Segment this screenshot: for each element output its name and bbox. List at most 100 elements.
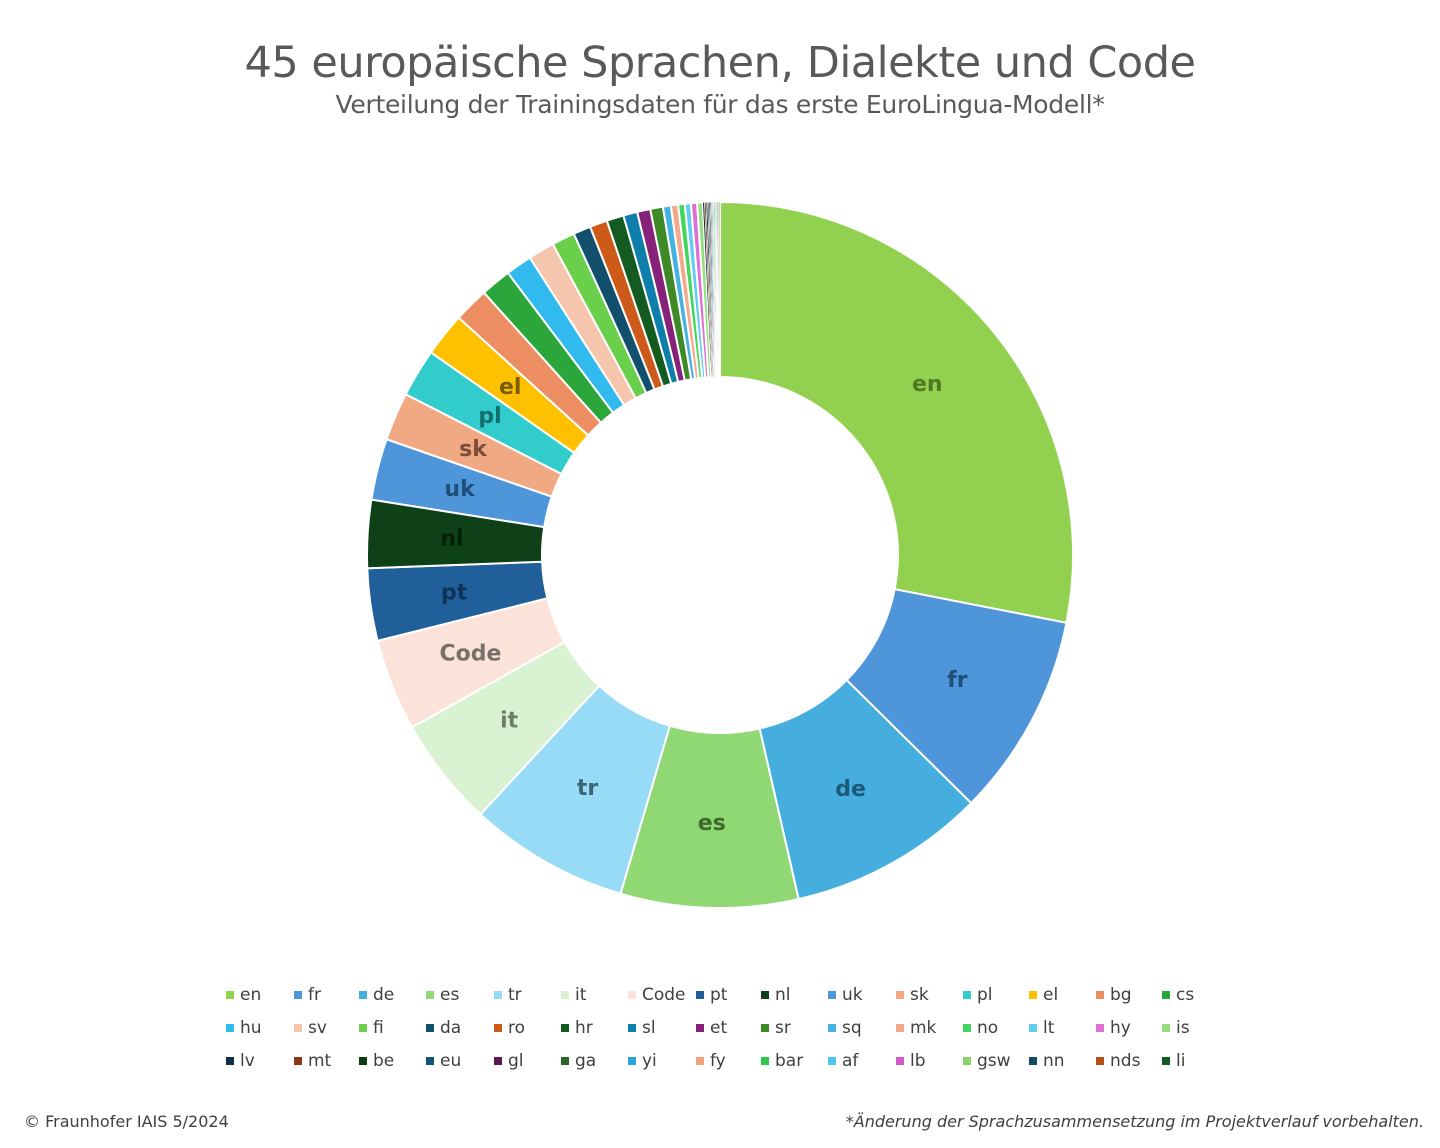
legend-swatch xyxy=(1096,1057,1104,1065)
slice-label-code: Code xyxy=(439,642,501,667)
slice-label-sk: sk xyxy=(459,437,488,462)
slice-label-uk: uk xyxy=(444,477,476,502)
legend-swatch xyxy=(226,1024,234,1032)
legend-item-fy: fy xyxy=(696,1051,726,1071)
legend-label: af xyxy=(842,1051,859,1071)
legend-item-nl: nl xyxy=(761,985,791,1005)
legend-item-uk: uk xyxy=(828,985,863,1005)
legend-swatch xyxy=(359,991,367,999)
slice-label-it: it xyxy=(500,709,519,734)
legend-label: it xyxy=(575,985,587,1005)
legend-item-nn: nn xyxy=(1029,1051,1065,1071)
legend-label: sr xyxy=(775,1018,791,1038)
legend-swatch xyxy=(561,1024,569,1032)
legend-item-eu: eu xyxy=(426,1051,461,1071)
legend-label: lt xyxy=(1043,1018,1055,1038)
legend-swatch xyxy=(828,1057,836,1065)
legend-item-lv: lv xyxy=(226,1051,255,1071)
legend-item-li: li xyxy=(1162,1051,1185,1071)
legend-swatch xyxy=(226,1057,234,1065)
legend-swatch xyxy=(1029,1024,1037,1032)
legend-swatch xyxy=(628,991,636,999)
slice-label-en: en xyxy=(912,372,943,397)
copyright-credit: © Fraunhofer IAIS 5/2024 xyxy=(24,1112,229,1131)
legend-item-mt: mt xyxy=(294,1051,331,1071)
legend-label: lv xyxy=(240,1051,255,1071)
legend-item-nds: nds xyxy=(1096,1051,1140,1071)
legend-label: et xyxy=(710,1018,728,1038)
legend-label: mt xyxy=(308,1051,332,1071)
legend-item-is: is xyxy=(1162,1018,1190,1038)
legend-item-hu: hu xyxy=(226,1018,262,1038)
legend-label: hu xyxy=(240,1018,262,1038)
legend-label: uk xyxy=(842,985,863,1005)
legend-swatch xyxy=(761,1024,769,1032)
legend-swatch xyxy=(426,991,434,999)
donut-chart: en fr de es tr it Code pt nl uk sk pl el xyxy=(366,200,1074,909)
legend-label: ro xyxy=(508,1018,526,1038)
legend-label: nds xyxy=(1110,1051,1141,1071)
legend-item-lb: lb xyxy=(896,1051,926,1071)
legend-label: en xyxy=(240,985,262,1005)
legend-swatch xyxy=(963,1057,971,1065)
legend-item-sk: sk xyxy=(896,985,929,1005)
legend-swatch xyxy=(828,1024,836,1032)
legend-label: nl xyxy=(775,985,791,1005)
slice-label-pt: pt xyxy=(441,580,468,605)
legend-swatch xyxy=(426,1057,434,1065)
legend-item-ro: ro xyxy=(494,1018,525,1038)
legend-label: bg xyxy=(1110,985,1132,1005)
legend-swatch xyxy=(1029,991,1037,999)
legend-label: fr xyxy=(308,985,321,1005)
legend-swatch xyxy=(1162,991,1170,999)
legend-swatch xyxy=(963,991,971,999)
legend-item-hr: hr xyxy=(561,1018,593,1038)
legend-label: cs xyxy=(1176,985,1195,1005)
legend-swatch xyxy=(359,1024,367,1032)
legend-swatch xyxy=(963,1024,971,1032)
legend-item-sv: sv xyxy=(294,1018,327,1038)
slice-label-group: en fr de es tr it Code pt nl uk sk pl el xyxy=(439,372,967,836)
legend-item-sq: sq xyxy=(828,1018,862,1038)
legend-label: hy xyxy=(1110,1018,1131,1038)
legend-swatch xyxy=(494,1057,502,1065)
legend-label: yi xyxy=(642,1051,657,1071)
legend-swatch xyxy=(561,1057,569,1065)
legend-label: fy xyxy=(710,1051,726,1071)
slice-group xyxy=(366,200,1074,909)
slice-label-de: de xyxy=(835,777,866,802)
legend-item-it: it xyxy=(561,985,586,1005)
legend-label: sq xyxy=(842,1018,862,1038)
legend-swatch xyxy=(696,1024,704,1032)
legend-item-pl: pl xyxy=(963,985,993,1005)
legend-item-be: be xyxy=(359,1051,394,1071)
legend-item-fr: fr xyxy=(294,985,321,1005)
slice-label-es: es xyxy=(698,811,726,836)
legend-swatch xyxy=(1096,1024,1104,1032)
legend-item-es: es xyxy=(426,985,459,1005)
legend-label: da xyxy=(440,1018,462,1038)
legend-swatch xyxy=(828,991,836,999)
legend-item-sr: sr xyxy=(761,1018,791,1038)
legend-item-fi: fi xyxy=(359,1018,384,1038)
legend-swatch xyxy=(1029,1057,1037,1065)
legend-label: be xyxy=(373,1051,395,1071)
legend-label: sk xyxy=(910,985,929,1005)
legend-item-lt: lt xyxy=(1029,1018,1054,1038)
legend-label: hr xyxy=(575,1018,593,1038)
legend-swatch xyxy=(1162,1057,1170,1065)
legend-swatch xyxy=(628,1057,636,1065)
legend-item-gsw: gsw xyxy=(963,1051,1011,1071)
legend-item-gl: gl xyxy=(494,1051,524,1071)
legend-swatch xyxy=(294,1024,302,1032)
legend-label: sl xyxy=(642,1018,656,1038)
legend-swatch xyxy=(494,1024,502,1032)
legend-swatch xyxy=(628,1024,636,1032)
legend-swatch xyxy=(896,991,904,999)
legend-swatch xyxy=(426,1024,434,1032)
legend-label: mk xyxy=(910,1018,937,1038)
slice-li xyxy=(718,201,721,378)
legend-label: gsw xyxy=(977,1051,1011,1071)
legend-label: el xyxy=(1043,985,1059,1005)
legend-label: is xyxy=(1176,1018,1190,1038)
